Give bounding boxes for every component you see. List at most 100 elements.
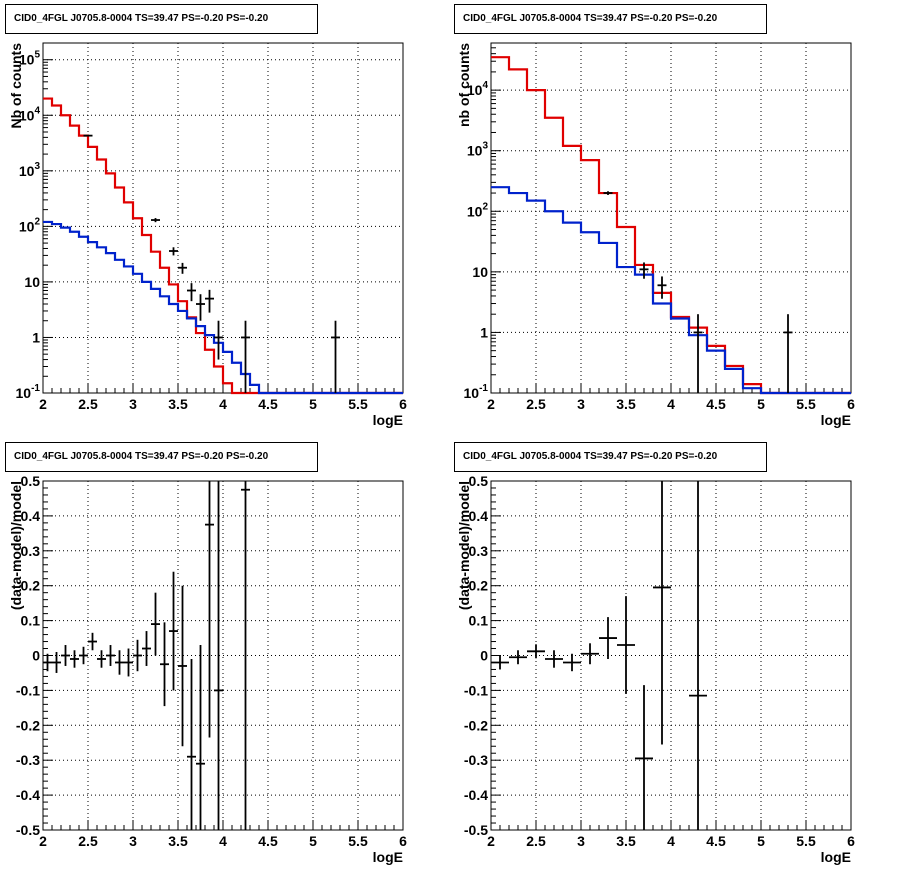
y-tick-label: 0.1 [21, 613, 41, 629]
x-tick-label: 4.5 [706, 396, 726, 412]
x-tick-label: 4 [219, 833, 227, 849]
residual-point [205, 481, 214, 738]
background-model-histogram [43, 220, 403, 395]
tick-labels: 2 2.5 3 3.5 4 4.5 5 5.5 6 -0.5 -0.4 -0.3 -0.2 -0.1 0 0.… [464, 473, 855, 849]
y-tick-label: -0.4 [16, 787, 40, 803]
x-tick-label: 2.5 [78, 396, 98, 412]
data-point [603, 191, 613, 195]
residual-point [106, 645, 115, 666]
grid [43, 43, 403, 393]
x-tick-label: 2 [39, 396, 47, 412]
x-tick-label: 5.5 [796, 833, 816, 849]
chart-panel-residuals-fine: 2 2.5 3 3.5 4 4.5 5 5.5 6 -0.5 -0.4 -0.3 -0.2 -0.1 0 0.… [0, 437, 449, 875]
y-tick-label: 1 [32, 329, 40, 345]
chart-title: CID0_4FGL J0705.8-0004 TS=39.47 PS=-0.20… [454, 442, 767, 472]
data-point [169, 247, 178, 256]
y-tick-label: 0.5 [21, 473, 41, 489]
x-tick-label: 4.5 [258, 396, 278, 412]
x-tick-label: 2 [487, 833, 495, 849]
residual-point [169, 571, 178, 691]
data-point [151, 218, 160, 223]
x-tick-label: 5.5 [348, 396, 368, 412]
residual-point [527, 644, 545, 659]
residual-point [509, 650, 527, 665]
data-point [783, 314, 793, 393]
chart-panel-counts-coarse: 2 2.5 3 3.5 4 4.5 5 5.5 6 10-1 1 10 102 103 104 logE nb … [449, 0, 898, 437]
tick-labels: 2 2.5 3 3.5 4 4.5 5 5.5 6 -0.5 -0.4 -0.3 -0.2 -0.1 0 0.… [16, 473, 407, 849]
x-tick-label: 4 [667, 833, 675, 849]
data-point [657, 276, 667, 299]
x-tick-label: 4 [667, 396, 675, 412]
y-tick-label: 0 [32, 648, 40, 664]
chart-panel-counts-fine: 2 2.5 3 3.5 4 4.5 5 5.5 6 10-1 1 10 102 103 104 105 logE… [0, 0, 449, 437]
x-tick-label: 2.5 [526, 833, 546, 849]
residual-point [545, 650, 563, 668]
y-tick-label: 0 [480, 648, 488, 664]
chart-title: CID0_4FGL J0705.8-0004 TS=39.47 PS=-0.20… [5, 442, 318, 472]
y-tick-label: -0.2 [464, 717, 488, 733]
chart-title: CID0_4FGL J0705.8-0004 TS=39.47 PS=-0.20… [454, 4, 767, 34]
chart-title: CID0_4FGL J0705.8-0004 TS=39.47 PS=-0.20… [5, 4, 318, 34]
chart-panel-residuals-coarse: 2 2.5 3 3.5 4 4.5 5 5.5 6 -0.5 -0.4 -0.3 -0.2 -0.1 0 0.… [449, 437, 898, 875]
x-tick-label: 4.5 [706, 833, 726, 849]
data-point [187, 283, 196, 302]
x-tick-label: 2 [39, 833, 47, 849]
axes [42, 480, 404, 831]
y-tick-label: 0.1 [469, 613, 489, 629]
x-tick-label: 3 [129, 833, 137, 849]
plot-frame [490, 480, 852, 831]
residual-point [635, 685, 653, 830]
y-axis-label: (data-model)/model [456, 481, 472, 610]
y-axis-label: Nb of counts [8, 43, 24, 129]
chart-svg: 2 2.5 3 3.5 4 4.5 5 5.5 610-1110102103104logEnb … [456, 42, 855, 428]
y-tick-label: 0.3 [469, 543, 489, 559]
background-model-histogram [491, 186, 851, 395]
data-point [196, 294, 205, 321]
residual-point [617, 596, 635, 694]
plot-content [491, 481, 707, 830]
x-tick-label: 5 [309, 396, 317, 412]
y-axis-label: nb of counts [456, 43, 472, 127]
axes [42, 42, 404, 394]
x-tick-label: 5.5 [796, 396, 816, 412]
x-tick-label: 5.5 [348, 833, 368, 849]
data-point [214, 320, 223, 360]
axes [490, 42, 852, 394]
x-axis-label: logE [821, 412, 851, 428]
data-point [241, 320, 250, 393]
residual-point [142, 631, 151, 666]
y-tick-label: 0.4 [469, 508, 489, 524]
y-tick-label: -0.3 [16, 752, 40, 768]
y-tick-label: 10-1 [464, 383, 489, 401]
y-tick-label: 0.2 [21, 578, 41, 594]
x-tick-label: 5 [309, 833, 317, 849]
x-tick-label: 5 [757, 396, 765, 412]
x-tick-label: 6 [847, 833, 855, 849]
y-tick-label: 0.2 [469, 578, 489, 594]
residual-point [88, 632, 97, 651]
plot-content [43, 481, 250, 830]
residual-point [133, 639, 142, 672]
plot-frame [490, 42, 852, 394]
grid [491, 481, 851, 830]
y-tick-label: -0.5 [16, 822, 40, 838]
plot-frame [42, 480, 404, 831]
residual-point [70, 650, 79, 668]
chart-svg: 2 2.5 3 3.5 4 4.5 5 5.5 6 -0.5 -0.4 -0.3 -0.2 -0.1 0 0.… [456, 473, 855, 865]
x-tick-label: 3 [577, 396, 585, 412]
y-tick-label: 10 [472, 264, 488, 280]
residual-point [61, 645, 70, 666]
y-tick-label: -0.2 [16, 717, 40, 733]
y-tick-label: 103 [467, 141, 489, 159]
chart-svg: 2 2.5 3 3.5 4 4.5 5 5.5 610-1110102103104105logE… [8, 42, 408, 428]
x-tick-label: 5 [757, 833, 765, 849]
residual-point [581, 643, 599, 665]
residual-point [52, 652, 61, 673]
residual-point [491, 655, 509, 670]
residual-point [653, 481, 671, 745]
x-axis-label: logE [821, 849, 851, 865]
y-tick-label: 102 [19, 216, 41, 234]
residual-point [187, 658, 196, 830]
chart-svg: 2 2.5 3 3.5 4 4.5 5 5.5 6 -0.5 -0.4 -0.3 -0.2 -0.1 0 0.… [8, 473, 407, 865]
